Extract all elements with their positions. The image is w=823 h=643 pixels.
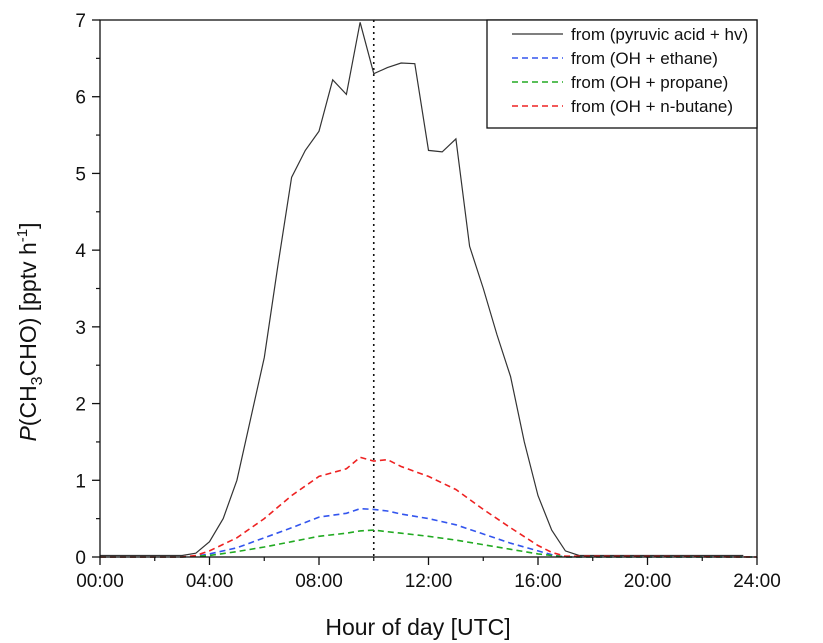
- series-layer: [100, 22, 758, 558]
- legend-label: from (OH + propane): [571, 73, 728, 92]
- y-tick-label: 1: [75, 471, 86, 492]
- y-axis-title: P(CH3CHO) [pptv h-1]: [14, 222, 46, 441]
- series-line-4: [100, 456, 758, 558]
- series-line-1: [100, 22, 744, 557]
- x-tick-label: 08:00: [295, 571, 343, 592]
- y-tick-label: 7: [75, 11, 86, 32]
- x-tick-label: 16:00: [514, 571, 562, 592]
- legend-label: from (OH + ethane): [571, 49, 718, 68]
- y-tick-label: 5: [75, 164, 86, 185]
- series-line-2: [100, 507, 757, 558]
- legend-label: from (pyruvic acid + hv): [571, 25, 748, 44]
- y-title-italic: P: [15, 426, 41, 442]
- legend-box: [486, 19, 758, 129]
- y-title-sub: 3: [29, 376, 46, 385]
- y-tick-label: 0: [75, 548, 86, 569]
- y-tick-label: 6: [75, 88, 86, 109]
- svg-text:P(CH3CHO) [pptv h-1]: P(CH3CHO) [pptv h-1]: [14, 222, 46, 441]
- x-tick-label: 24:00: [733, 571, 781, 592]
- y-title-post: CHO) [pptv h: [15, 242, 41, 376]
- axes: 00:00 04:00 08:00 12:00 16:00 20:00 24:00 0 1 2 3 4…: [75, 11, 780, 592]
- y-tick-label: 4: [75, 241, 86, 262]
- x-tick-label: 20:00: [624, 571, 672, 592]
- y-tick-label: 2: [75, 395, 86, 416]
- y-title-sup: -1: [14, 229, 31, 242]
- x-axis-title: Hour of day [UTC]: [325, 614, 510, 640]
- y-tick-label: 3: [75, 318, 86, 339]
- x-tick-label: 04:00: [186, 571, 234, 592]
- x-tick-label: 00:00: [76, 571, 124, 592]
- legend: from (pyruvic acid + hv) from (OH + ethan…: [486, 19, 758, 129]
- legend-label: from (OH + n-butane): [571, 97, 733, 116]
- y-title-end: ]: [15, 222, 41, 228]
- y-title-pre: (CH: [15, 385, 41, 426]
- series-line-3: [100, 529, 757, 558]
- x-tick-label: 12:00: [405, 571, 453, 592]
